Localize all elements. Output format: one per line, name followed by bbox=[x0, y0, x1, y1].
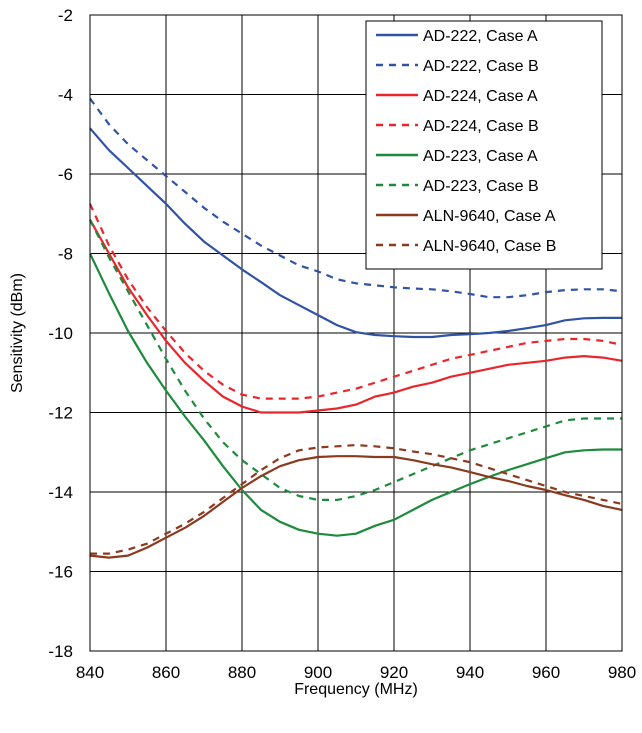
series-line bbox=[89, 455, 623, 559]
x-tick-label: 960 bbox=[532, 663, 560, 682]
y-tick-label: -8 bbox=[58, 245, 73, 264]
series-line bbox=[89, 253, 622, 537]
y-tick-label: -10 bbox=[48, 324, 73, 343]
series-line bbox=[89, 219, 622, 501]
legend-label: AD-224, Case B bbox=[423, 118, 539, 135]
series-line bbox=[89, 127, 622, 339]
series-line bbox=[88, 203, 623, 400]
y-tick-label: -6 bbox=[58, 165, 73, 184]
x-tick-label: 880 bbox=[228, 663, 256, 682]
x-tick-label: 980 bbox=[608, 663, 636, 682]
legend-label: AD-222, Case B bbox=[423, 58, 539, 75]
x-tick-label: 920 bbox=[380, 663, 408, 682]
y-tick-label: -2 bbox=[58, 6, 73, 25]
legend-label: ALN-9640, Case A bbox=[423, 208, 556, 225]
series-line bbox=[90, 444, 623, 555]
legend-box bbox=[365, 20, 603, 270]
legend-label: AD-222, Case A bbox=[423, 28, 538, 45]
legend-label: AD-223, Case A bbox=[423, 148, 538, 165]
x-tick-label: 840 bbox=[76, 663, 104, 682]
tick-labels: 840 860 880 900 920 940 960 980 -2 -4 -6 -8 -10 -12 -1… bbox=[48, 6, 636, 682]
y-tick-label: -4 bbox=[58, 86, 73, 105]
y-tick-label: -14 bbox=[48, 483, 73, 502]
x-axis-label: Frequency (MHz) bbox=[294, 681, 418, 698]
x-tick-label: 900 bbox=[304, 663, 332, 682]
x-tick-label: 940 bbox=[456, 663, 484, 682]
y-axis-label: Sensitivity (dBm) bbox=[9, 273, 26, 393]
legend-label: AD-224, Case A bbox=[423, 88, 538, 105]
legend: AD-222, Case A AD-222, Case B AD-224, Case… bbox=[365, 20, 603, 270]
y-tick-label: -12 bbox=[48, 404, 73, 423]
x-tick-label: 860 bbox=[152, 663, 180, 682]
y-tick-label: -16 bbox=[48, 563, 73, 582]
legend-label: AD-223, Case B bbox=[423, 178, 539, 195]
series-line bbox=[89, 97, 623, 299]
legend-label: ALN-9640, Case B bbox=[423, 238, 556, 255]
plot-frame bbox=[89, 14, 623, 652]
series-layer bbox=[88, 97, 623, 559]
y-tick-label: -18 bbox=[48, 642, 73, 661]
series-line bbox=[89, 219, 623, 414]
